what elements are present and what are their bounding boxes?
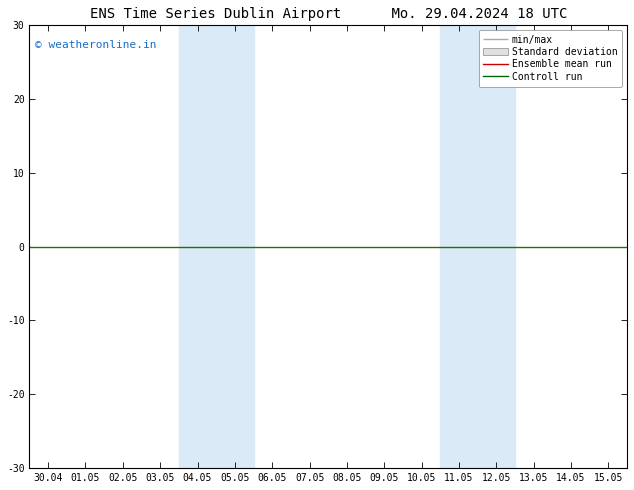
Bar: [477, 25, 515, 468]
Legend: min/max, Standard deviation, Ensemble mean run, Controll run: min/max, Standard deviation, Ensemble me…: [479, 30, 622, 87]
Bar: [216, 25, 254, 468]
Title: ENS Time Series Dublin Airport      Mo. 29.04.2024 18 UTC: ENS Time Series Dublin Airport Mo. 29.04…: [89, 7, 567, 21]
Bar: [440, 25, 477, 468]
Text: © weatheronline.in: © weatheronline.in: [36, 40, 157, 50]
Bar: [179, 25, 216, 468]
